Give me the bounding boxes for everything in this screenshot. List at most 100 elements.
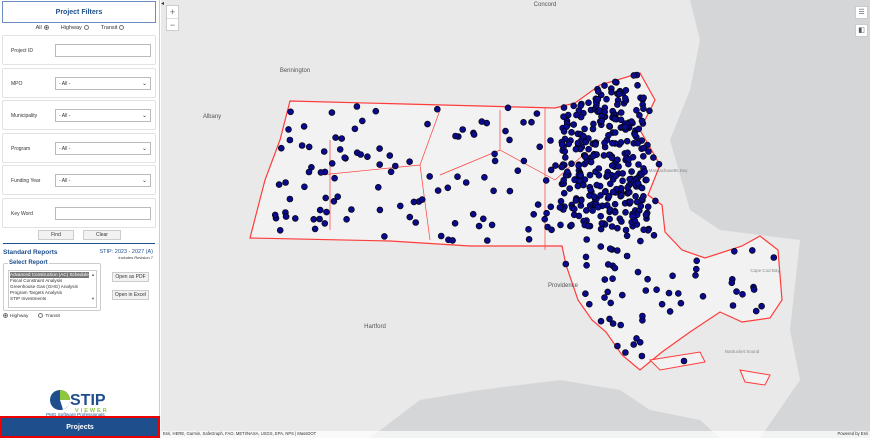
project-marker[interactable] <box>514 167 522 174</box>
project-marker[interactable] <box>542 177 550 184</box>
layers-icon[interactable]: ◧ <box>855 24 868 37</box>
project-marker[interactable] <box>285 126 292 133</box>
project-marker[interactable] <box>376 206 384 214</box>
project-marker[interactable] <box>282 213 290 220</box>
filter-select[interactable]: - All - ⌄ <box>55 141 151 155</box>
project-marker[interactable] <box>491 157 499 165</box>
project-marker[interactable] <box>630 72 638 79</box>
project-marker[interactable] <box>748 247 756 254</box>
project-marker[interactable] <box>470 131 478 138</box>
project-marker[interactable] <box>604 288 612 296</box>
project-marker[interactable] <box>506 136 513 144</box>
project-marker[interactable] <box>386 152 394 159</box>
project-marker[interactable] <box>583 236 591 243</box>
project-marker[interactable] <box>566 185 574 192</box>
project-marker[interactable] <box>372 107 380 115</box>
project-marker[interactable] <box>364 153 371 160</box>
project-marker[interactable] <box>547 137 554 144</box>
project-marker[interactable] <box>585 300 593 308</box>
project-marker[interactable] <box>533 110 541 117</box>
report-option[interactable]: Advanced Construction (AC) Schedule <box>10 272 89 278</box>
project-marker[interactable] <box>627 198 634 205</box>
project-marker[interactable] <box>323 208 330 216</box>
project-marker[interactable] <box>621 95 629 102</box>
project-marker[interactable] <box>548 226 555 234</box>
project-marker[interactable] <box>608 223 616 230</box>
project-marker[interactable] <box>606 180 614 188</box>
project-marker[interactable] <box>353 103 361 110</box>
project-marker[interactable] <box>479 215 487 223</box>
project-marker[interactable] <box>459 126 467 133</box>
project-marker[interactable] <box>573 111 580 119</box>
project-marker[interactable] <box>606 245 614 252</box>
project-marker[interactable] <box>547 203 555 211</box>
project-marker[interactable] <box>597 212 605 220</box>
project-marker[interactable] <box>639 312 646 320</box>
project-marker[interactable] <box>629 212 636 220</box>
project-marker[interactable] <box>598 117 606 125</box>
project-marker[interactable] <box>665 289 673 297</box>
project-marker[interactable] <box>560 113 567 120</box>
project-marker[interactable] <box>644 203 652 211</box>
project-marker[interactable] <box>637 237 644 245</box>
project-marker[interactable] <box>556 204 564 211</box>
project-marker[interactable] <box>617 109 625 116</box>
project-marker[interactable] <box>608 154 616 162</box>
project-marker[interactable] <box>536 143 544 151</box>
project-marker[interactable] <box>490 187 497 195</box>
project-marker[interactable] <box>619 170 627 177</box>
project-marker[interactable] <box>729 302 737 309</box>
project-marker[interactable] <box>502 127 509 135</box>
radio-transit[interactable]: Transit <box>101 25 125 31</box>
project-marker[interactable] <box>674 290 682 297</box>
report-option[interactable]: Fiscal Constraint Analysis <box>10 278 63 283</box>
filter-select[interactable]: - All - ⌄ <box>55 174 151 187</box>
project-marker[interactable] <box>623 232 631 240</box>
filter-input[interactable] <box>55 44 151 57</box>
project-marker[interactable] <box>636 338 644 346</box>
project-marker[interactable] <box>601 276 609 283</box>
project-marker[interactable] <box>433 105 441 113</box>
project-marker[interactable] <box>452 132 459 140</box>
project-marker[interactable] <box>406 158 413 165</box>
project-marker[interactable] <box>641 168 648 175</box>
project-marker[interactable] <box>528 118 535 126</box>
project-marker[interactable] <box>628 118 635 125</box>
project-marker[interactable] <box>650 232 658 239</box>
project-marker[interactable] <box>677 299 685 307</box>
project-marker[interactable] <box>475 222 483 230</box>
project-marker[interactable] <box>504 104 512 112</box>
project-marker[interactable] <box>454 173 461 180</box>
project-marker[interactable] <box>617 321 625 329</box>
project-marker[interactable] <box>557 198 565 205</box>
project-marker[interactable] <box>520 119 527 126</box>
project-marker[interactable] <box>692 265 700 273</box>
project-marker[interactable] <box>568 221 575 229</box>
open-excel-button[interactable]: Open in Excel <box>112 290 149 300</box>
project-marker[interactable] <box>612 172 620 180</box>
project-marker[interactable] <box>632 193 639 200</box>
project-marker[interactable] <box>271 211 279 219</box>
filter-select[interactable]: - All - ⌄ <box>55 109 151 122</box>
project-marker[interactable] <box>581 153 589 161</box>
project-marker[interactable] <box>634 82 641 89</box>
project-marker[interactable] <box>603 172 611 179</box>
project-marker[interactable] <box>640 193 647 200</box>
project-marker[interactable] <box>638 352 646 360</box>
zoom-out-button[interactable]: − <box>167 18 178 31</box>
project-marker[interactable] <box>561 154 569 161</box>
project-marker[interactable] <box>618 218 625 225</box>
legend-icon[interactable]: ☰ <box>855 6 868 19</box>
project-marker[interactable] <box>618 192 625 199</box>
project-marker[interactable] <box>623 137 631 145</box>
project-marker[interactable] <box>693 257 701 265</box>
project-marker[interactable] <box>598 220 606 227</box>
project-marker[interactable] <box>609 188 617 196</box>
project-marker[interactable] <box>574 139 582 147</box>
project-marker[interactable] <box>635 161 642 168</box>
project-marker[interactable] <box>374 184 382 191</box>
project-marker[interactable] <box>305 168 313 176</box>
project-marker[interactable] <box>412 219 420 226</box>
project-marker[interactable] <box>575 212 583 220</box>
project-marker[interactable] <box>277 144 285 152</box>
